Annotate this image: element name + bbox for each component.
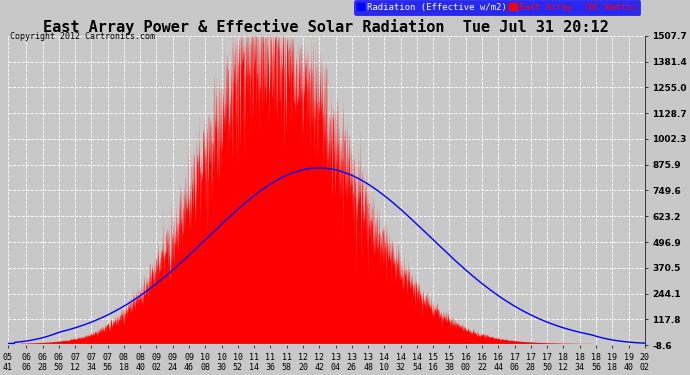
Title: East Array Power & Effective Solar Radiation  Tue Jul 31 20:12: East Array Power & Effective Solar Radia… bbox=[43, 19, 609, 34]
Text: Copyright 2012 Cartronics.com: Copyright 2012 Cartronics.com bbox=[10, 32, 155, 41]
Legend: Radiation (Effective w/m2), East Array  (DC Watts): Radiation (Effective w/m2), East Array (… bbox=[355, 0, 640, 15]
